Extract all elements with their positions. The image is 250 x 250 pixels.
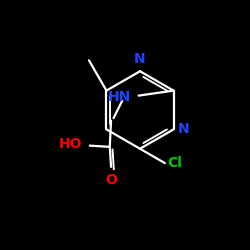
Text: N: N [177, 122, 189, 136]
Text: N: N [134, 52, 146, 66]
Text: O: O [105, 173, 117, 187]
Text: HN: HN [108, 90, 131, 104]
Text: Cl: Cl [168, 156, 182, 170]
Text: HO: HO [59, 137, 82, 151]
